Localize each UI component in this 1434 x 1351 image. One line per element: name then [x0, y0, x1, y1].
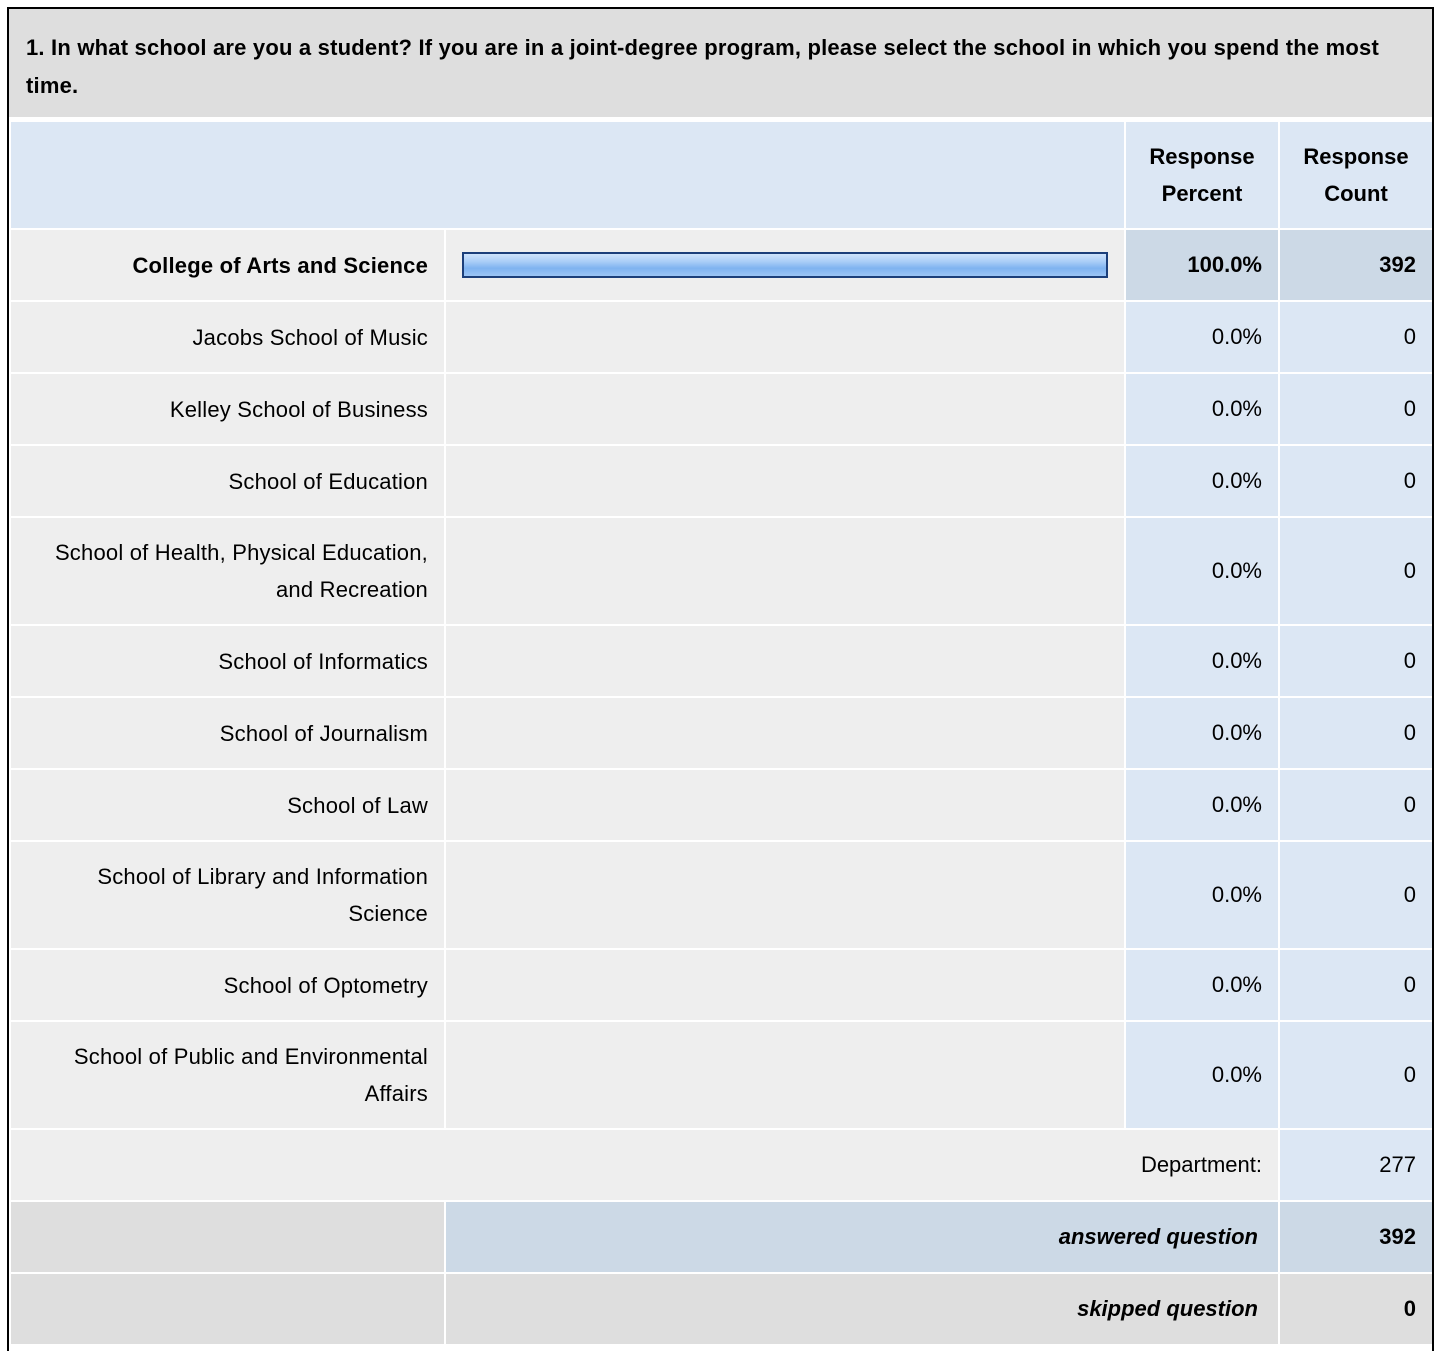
row-count: 0	[1280, 446, 1432, 516]
table-row: College of Arts and Science 100.0% 392	[11, 230, 1432, 300]
row-percent: 0.0%	[1126, 446, 1278, 516]
row-bar-cell	[446, 842, 1124, 948]
row-bar-cell	[446, 230, 1124, 300]
row-label: School of Education	[11, 446, 444, 516]
row-percent: 0.0%	[1126, 1022, 1278, 1128]
table-row: School of Education 0.0% 0	[11, 446, 1432, 516]
row-count: 0	[1280, 374, 1432, 444]
table-row: School of Informatics 0.0% 0	[11, 626, 1432, 696]
table-row: Kelley School of Business 0.0% 0	[11, 374, 1432, 444]
row-bar-cell	[446, 770, 1124, 840]
department-count: 277	[1280, 1130, 1432, 1200]
results-table: Response Percent Response Count College …	[9, 120, 1432, 1346]
row-count: 0	[1280, 518, 1432, 624]
department-row: Department: 277	[11, 1130, 1432, 1200]
row-bar-cell	[446, 302, 1124, 372]
row-percent: 0.0%	[1126, 518, 1278, 624]
header-response-count: Response Count	[1280, 122, 1432, 228]
answered-blank	[11, 1202, 444, 1272]
row-percent: 0.0%	[1126, 842, 1278, 948]
skipped-question-count: 0	[1280, 1274, 1432, 1344]
answered-question-label: answered question	[446, 1202, 1278, 1272]
skipped-blank	[11, 1274, 444, 1344]
skipped-question-row: skipped question 0	[11, 1274, 1432, 1344]
table-row: School of Public and Environmental Affai…	[11, 1022, 1432, 1128]
row-count: 0	[1280, 950, 1432, 1020]
answered-question-count: 392	[1280, 1202, 1432, 1272]
row-label: School of Informatics	[11, 626, 444, 696]
row-bar-cell	[446, 1022, 1124, 1128]
row-label: School of Library and Information Scienc…	[11, 842, 444, 948]
table-row: Jacobs School of Music 0.0% 0	[11, 302, 1432, 372]
table-row: School of Library and Information Scienc…	[11, 842, 1432, 948]
row-bar-cell	[446, 374, 1124, 444]
skipped-question-label: skipped question	[446, 1274, 1278, 1344]
table-row: School of Optometry 0.0% 0	[11, 950, 1432, 1020]
row-percent: 0.0%	[1126, 770, 1278, 840]
table-row: School of Journalism 0.0% 0	[11, 698, 1432, 768]
table-row: School of Law 0.0% 0	[11, 770, 1432, 840]
row-count: 0	[1280, 626, 1432, 696]
row-label: School of Journalism	[11, 698, 444, 768]
row-bar-cell	[446, 446, 1124, 516]
row-label: School of Law	[11, 770, 444, 840]
row-count: 0	[1280, 698, 1432, 768]
response-bar	[462, 252, 1108, 278]
row-label: Jacobs School of Music	[11, 302, 444, 372]
row-percent: 100.0%	[1126, 230, 1278, 300]
row-count: 0	[1280, 302, 1432, 372]
row-percent: 0.0%	[1126, 302, 1278, 372]
table-row: School of Health, Physical Education, an…	[11, 518, 1432, 624]
row-label: School of Optometry	[11, 950, 444, 1020]
row-percent: 0.0%	[1126, 950, 1278, 1020]
row-label: School of Public and Environmental Affai…	[11, 1022, 444, 1128]
bar-track	[462, 252, 1108, 278]
survey-result-panel: 1. In what school are you a student? If …	[7, 7, 1434, 1351]
header-blank	[11, 122, 1124, 228]
row-bar-cell	[446, 698, 1124, 768]
question-title: 1. In what school are you a student? If …	[9, 9, 1432, 119]
department-label: Department:	[11, 1130, 1278, 1200]
row-count: 0	[1280, 770, 1432, 840]
table-header-row: Response Percent Response Count	[11, 122, 1432, 228]
answered-question-row: answered question 392	[11, 1202, 1432, 1272]
row-label: School of Health, Physical Education, an…	[11, 518, 444, 624]
header-response-percent: Response Percent	[1126, 122, 1278, 228]
row-bar-cell	[446, 626, 1124, 696]
row-bar-cell	[446, 950, 1124, 1020]
row-count: 0	[1280, 1022, 1432, 1128]
row-percent: 0.0%	[1126, 374, 1278, 444]
row-count: 0	[1280, 842, 1432, 948]
row-percent: 0.0%	[1126, 698, 1278, 768]
row-percent: 0.0%	[1126, 626, 1278, 696]
row-bar-cell	[446, 518, 1124, 624]
row-count: 392	[1280, 230, 1432, 300]
row-label: Kelley School of Business	[11, 374, 444, 444]
row-label: College of Arts and Science	[11, 230, 444, 300]
